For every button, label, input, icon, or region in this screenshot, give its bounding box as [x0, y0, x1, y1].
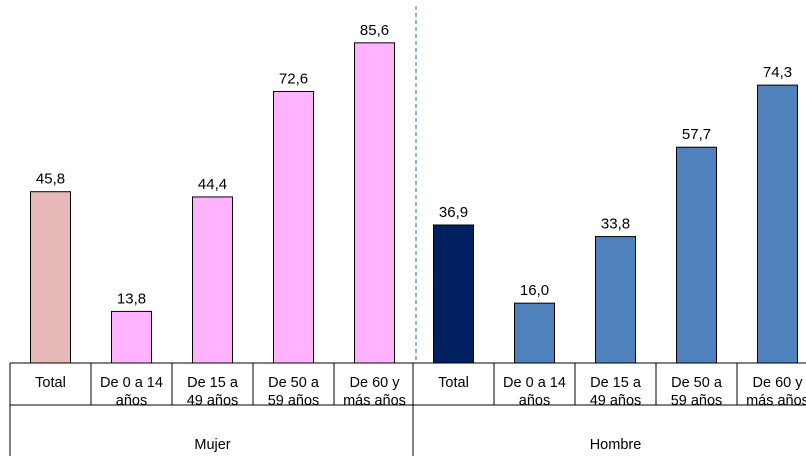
- data-label-hombre-3: 57,7: [682, 126, 711, 143]
- axes-layer: [9, 6, 806, 456]
- group-label-mujer: Mujer: [194, 437, 230, 453]
- category-label-mujer-2: 49 años: [187, 393, 239, 409]
- bar-mujer-4: [354, 42, 395, 364]
- labels-layer: Mujer 45,8 Total 13,8 De 0 a 14 años 44,4 De 15…: [35, 22, 806, 453]
- data-label-hombre-1: 16,0: [520, 282, 549, 299]
- category-label-mujer-2: De 15 a: [187, 375, 239, 391]
- data-label-hombre-2: 33,8: [601, 216, 630, 233]
- category-label-hombre-4: De 60 y: [753, 375, 804, 391]
- category-label-hombre-0: Total: [438, 375, 469, 391]
- category-label-mujer-0: Total: [35, 375, 66, 391]
- data-label-mujer-0: 45,8: [36, 171, 65, 188]
- category-label-mujer-4: De 60 y: [350, 375, 401, 391]
- bar-mujer-1: [111, 310, 152, 364]
- category-label-mujer-4: más años: [343, 393, 406, 409]
- category-label-hombre-3: De 50 a: [671, 375, 723, 391]
- data-label-mujer-2: 44,4: [198, 176, 227, 193]
- category-label-hombre-1: De 0 a 14: [503, 375, 566, 391]
- category-label-hombre-2: De 15 a: [590, 375, 642, 391]
- bar-hombre-1: [514, 302, 555, 364]
- category-label-mujer-3: 59 años: [268, 393, 320, 409]
- bar-hombre-3: [676, 146, 717, 364]
- category-label-mujer-1: años: [116, 393, 147, 409]
- bar-hombre-0: [433, 224, 474, 364]
- bar-hombre-4: [757, 84, 798, 364]
- category-label-mujer-1: De 0 a 14: [100, 375, 163, 391]
- category-label-mujer-3: De 50 a: [268, 375, 320, 391]
- data-label-hombre-0: 36,9: [439, 204, 468, 221]
- category-label-hombre-1: años: [519, 393, 550, 409]
- bar-mujer-3: [273, 90, 314, 364]
- data-label-hombre-4: 74,3: [763, 64, 792, 81]
- data-label-mujer-3: 72,6: [279, 70, 308, 87]
- bar-hombre-2: [595, 236, 636, 364]
- category-label-hombre-3: 59 años: [671, 393, 723, 409]
- group-label-hombre: Hombre: [590, 437, 642, 453]
- bars-layer: [30, 42, 798, 364]
- bar-mujer-2: [192, 196, 233, 364]
- data-label-mujer-4: 85,6: [360, 22, 389, 39]
- data-label-mujer-1: 13,8: [117, 290, 146, 307]
- category-label-hombre-4: más años: [746, 393, 806, 409]
- category-label-hombre-2: 49 años: [590, 393, 642, 409]
- bar-mujer-0: [30, 191, 71, 364]
